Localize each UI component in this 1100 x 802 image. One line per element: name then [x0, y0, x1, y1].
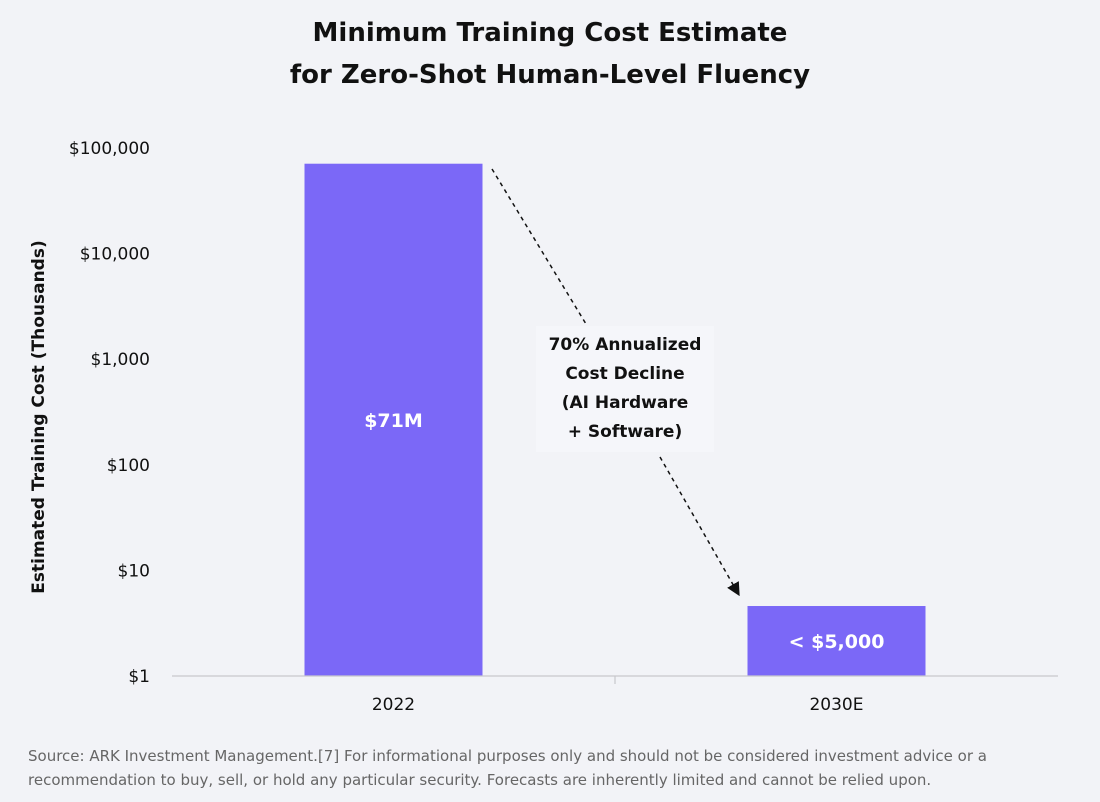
chart-subtitle: for Zero-Shot Human-Level Fluency	[289, 60, 811, 90]
y-tick-label: $1,000	[91, 350, 150, 370]
bars: $71M < $5,000	[304, 163, 926, 676]
x-axis-labels: 2022 2030E	[372, 695, 864, 715]
bar-2030e	[747, 606, 926, 676]
bar-2022	[304, 163, 483, 676]
chart-title: Minimum Training Cost Estimate	[312, 18, 788, 48]
y-axis-label: Estimated Training Cost (Thousands)	[29, 240, 49, 593]
y-tick-label: $100	[107, 456, 150, 476]
footnote-line: recommendation to buy, sell, or hold any…	[28, 771, 932, 789]
annotation-box: 70% Annualized Cost Decline (AI Hardware…	[536, 326, 714, 452]
footnote-line: Source: ARK Investment Management.[7] Fo…	[28, 747, 987, 765]
x-tick-label: 2022	[372, 695, 415, 715]
x-tick-label: 2030E	[809, 695, 863, 715]
annotation-line: + Software)	[567, 422, 683, 442]
bar-data-label: $71M	[364, 410, 423, 432]
bar-data-label: < $5,000	[789, 631, 885, 653]
source-footnote: Source: ARK Investment Management.[7] Fo…	[28, 744, 1078, 792]
y-tick-label: $10	[118, 561, 150, 581]
y-axis-ticks: $1 $10 $100 $1,000 $10,000 $100,000	[69, 139, 150, 687]
annotation-line: Cost Decline	[565, 364, 685, 384]
annotation-line: (AI Hardware	[561, 393, 689, 413]
annotation-line: 70% Annualized	[548, 335, 702, 355]
trend-arrow-upper	[491, 168, 587, 325]
y-tick-label: $100,000	[69, 139, 150, 159]
y-tick-label: $10,000	[80, 245, 150, 265]
trend-arrow-lower	[659, 456, 740, 597]
y-tick-label: $1	[128, 667, 150, 687]
